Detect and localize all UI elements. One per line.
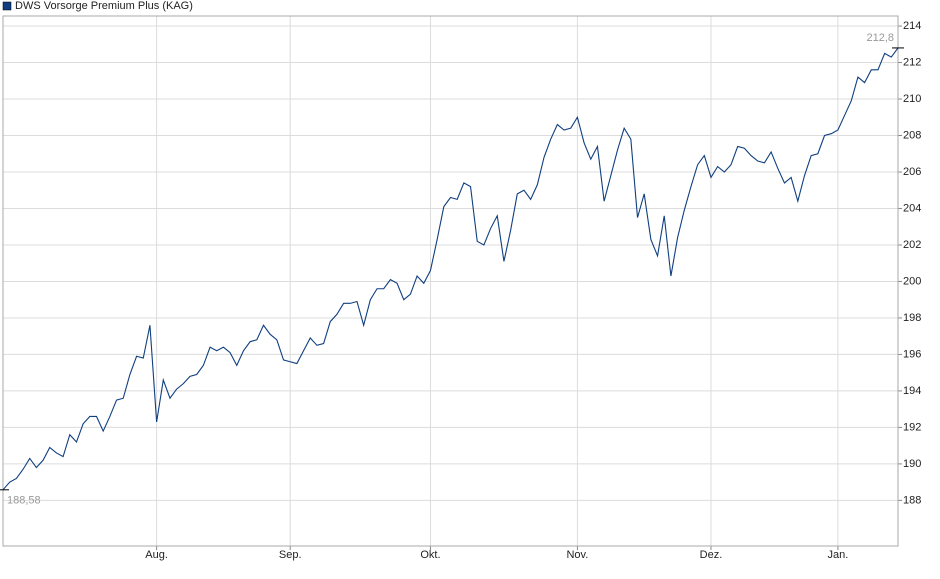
y-tick-label: 206 bbox=[903, 166, 921, 178]
x-tick-label: Aug. bbox=[145, 549, 168, 561]
y-tick-label: 208 bbox=[903, 129, 921, 141]
plot-frame bbox=[2, 15, 899, 547]
x-tick-label: Nov. bbox=[566, 549, 588, 561]
legend-label: DWS Vorsorge Premium Plus (KAG) bbox=[15, 0, 193, 12]
y-tick-label: 202 bbox=[903, 239, 921, 251]
y-tick-label: 196 bbox=[903, 348, 921, 360]
x-tick-label: Jan. bbox=[827, 549, 848, 561]
y-tick-label: 212 bbox=[903, 56, 921, 68]
y-tick-label: 190 bbox=[903, 458, 921, 470]
x-tick-label: Dez. bbox=[700, 549, 723, 561]
y-tick-label: 192 bbox=[903, 421, 921, 433]
y-tick-label: 214 bbox=[903, 20, 921, 32]
value-label: 212,8 bbox=[866, 32, 894, 44]
y-tick-label: 200 bbox=[903, 275, 921, 287]
x-tick-label: Sep. bbox=[279, 549, 302, 561]
y-tick-label: 194 bbox=[903, 385, 921, 397]
y-tick-label: 188 bbox=[903, 494, 921, 506]
line-series bbox=[2, 47, 899, 491]
legend-swatch bbox=[2, 1, 12, 11]
value-label: 188,58 bbox=[7, 495, 41, 507]
y-tick-label: 204 bbox=[903, 202, 921, 214]
y-tick-label: 210 bbox=[903, 93, 921, 105]
y-tick-label: 198 bbox=[903, 312, 921, 324]
x-tick-label: Okt. bbox=[420, 549, 440, 561]
